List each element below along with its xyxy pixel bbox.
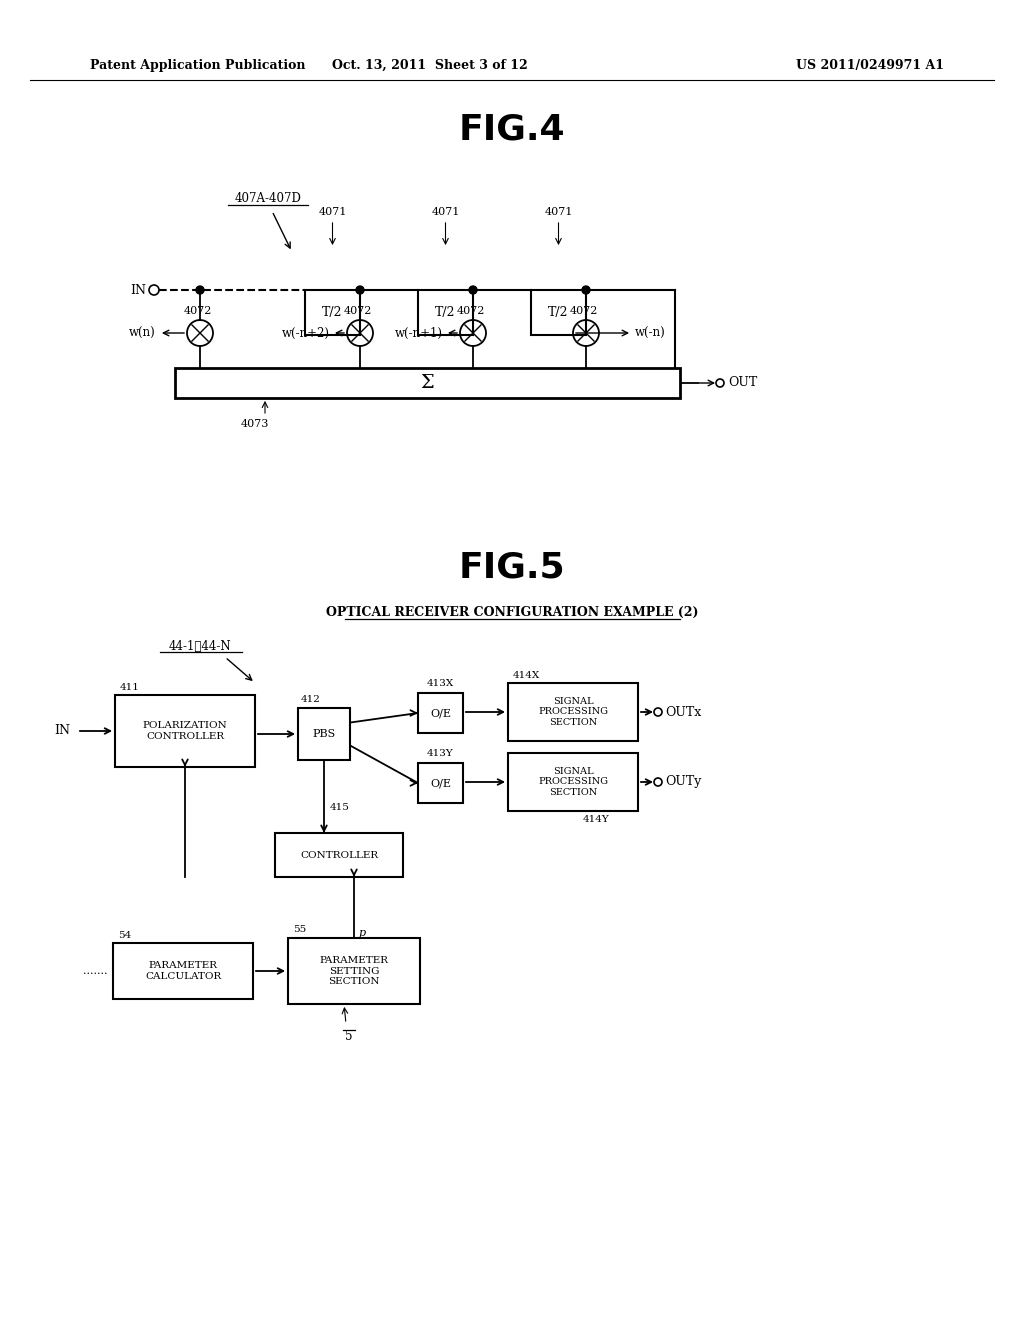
Circle shape — [469, 286, 477, 294]
Text: 44-1≄44-N: 44-1≄44-N — [169, 639, 231, 652]
Text: 414Y: 414Y — [583, 814, 609, 824]
Text: 4072: 4072 — [457, 306, 485, 315]
Text: PARAMETER
CALCULATOR: PARAMETER CALCULATOR — [144, 961, 221, 981]
Text: w(n): w(n) — [129, 326, 156, 339]
Text: 5: 5 — [345, 1031, 352, 1044]
FancyBboxPatch shape — [418, 693, 463, 733]
Text: T/2: T/2 — [323, 306, 343, 319]
Text: SIGNAL
PROCESSING
SECTION: SIGNAL PROCESSING SECTION — [538, 767, 608, 797]
Text: 4071: 4071 — [431, 207, 460, 216]
Text: OUTy: OUTy — [665, 776, 701, 788]
Text: CONTROLLER: CONTROLLER — [300, 850, 378, 859]
Text: IN: IN — [130, 284, 146, 297]
Text: T/2: T/2 — [548, 306, 568, 319]
Text: 4072: 4072 — [344, 306, 373, 315]
Text: Patent Application Publication: Patent Application Publication — [90, 58, 305, 71]
FancyBboxPatch shape — [115, 696, 255, 767]
FancyBboxPatch shape — [305, 290, 360, 335]
Text: 413Y: 413Y — [427, 748, 454, 758]
FancyBboxPatch shape — [175, 368, 680, 399]
Text: 4071: 4071 — [318, 207, 347, 216]
Text: 4071: 4071 — [545, 207, 572, 216]
Text: OUT: OUT — [728, 376, 758, 389]
Text: FIG.5: FIG.5 — [459, 550, 565, 585]
Text: 4072: 4072 — [570, 306, 598, 315]
Text: 407A-407D: 407A-407D — [234, 191, 301, 205]
Text: w(-n+2): w(-n+2) — [282, 326, 330, 339]
FancyBboxPatch shape — [275, 833, 403, 876]
FancyBboxPatch shape — [418, 290, 473, 335]
Text: 412: 412 — [301, 696, 321, 705]
Text: w(-n+1): w(-n+1) — [395, 326, 443, 339]
FancyBboxPatch shape — [288, 939, 420, 1005]
FancyBboxPatch shape — [531, 290, 586, 335]
Text: Oct. 13, 2011  Sheet 3 of 12: Oct. 13, 2011 Sheet 3 of 12 — [332, 58, 528, 71]
Text: SIGNAL
PROCESSING
SECTION: SIGNAL PROCESSING SECTION — [538, 697, 608, 727]
FancyBboxPatch shape — [508, 752, 638, 810]
FancyBboxPatch shape — [508, 682, 638, 741]
Circle shape — [582, 286, 590, 294]
Text: 414X: 414X — [513, 671, 541, 680]
Text: 4072: 4072 — [184, 306, 212, 315]
Text: PARAMETER
SETTING
SECTION: PARAMETER SETTING SECTION — [319, 956, 388, 986]
Circle shape — [196, 286, 204, 294]
Text: w(-n): w(-n) — [635, 326, 666, 339]
FancyBboxPatch shape — [298, 708, 350, 760]
Text: 54: 54 — [118, 931, 131, 940]
Text: 4073: 4073 — [241, 418, 269, 429]
Text: US 2011/0249971 A1: US 2011/0249971 A1 — [796, 58, 944, 71]
Text: 411: 411 — [120, 682, 140, 692]
Text: .......: ....... — [84, 966, 108, 975]
Text: FIG.4: FIG.4 — [459, 114, 565, 147]
FancyBboxPatch shape — [113, 942, 253, 999]
Text: p: p — [359, 928, 367, 939]
Text: POLARIZATION
CONTROLLER: POLARIZATION CONTROLLER — [142, 721, 227, 741]
Text: Σ: Σ — [421, 374, 434, 392]
Text: T/2: T/2 — [435, 306, 456, 319]
Text: O/E: O/E — [430, 777, 451, 788]
Circle shape — [356, 286, 364, 294]
Text: IN: IN — [54, 725, 70, 738]
Text: 55: 55 — [293, 925, 306, 935]
Text: OUTx: OUTx — [665, 705, 701, 718]
Text: PBS: PBS — [312, 729, 336, 739]
FancyBboxPatch shape — [418, 763, 463, 803]
Text: 415: 415 — [330, 804, 350, 813]
Text: OPTICAL RECEIVER CONFIGURATION EXAMPLE (2): OPTICAL RECEIVER CONFIGURATION EXAMPLE (… — [326, 606, 698, 619]
Text: 413X: 413X — [427, 678, 454, 688]
Text: O/E: O/E — [430, 708, 451, 718]
